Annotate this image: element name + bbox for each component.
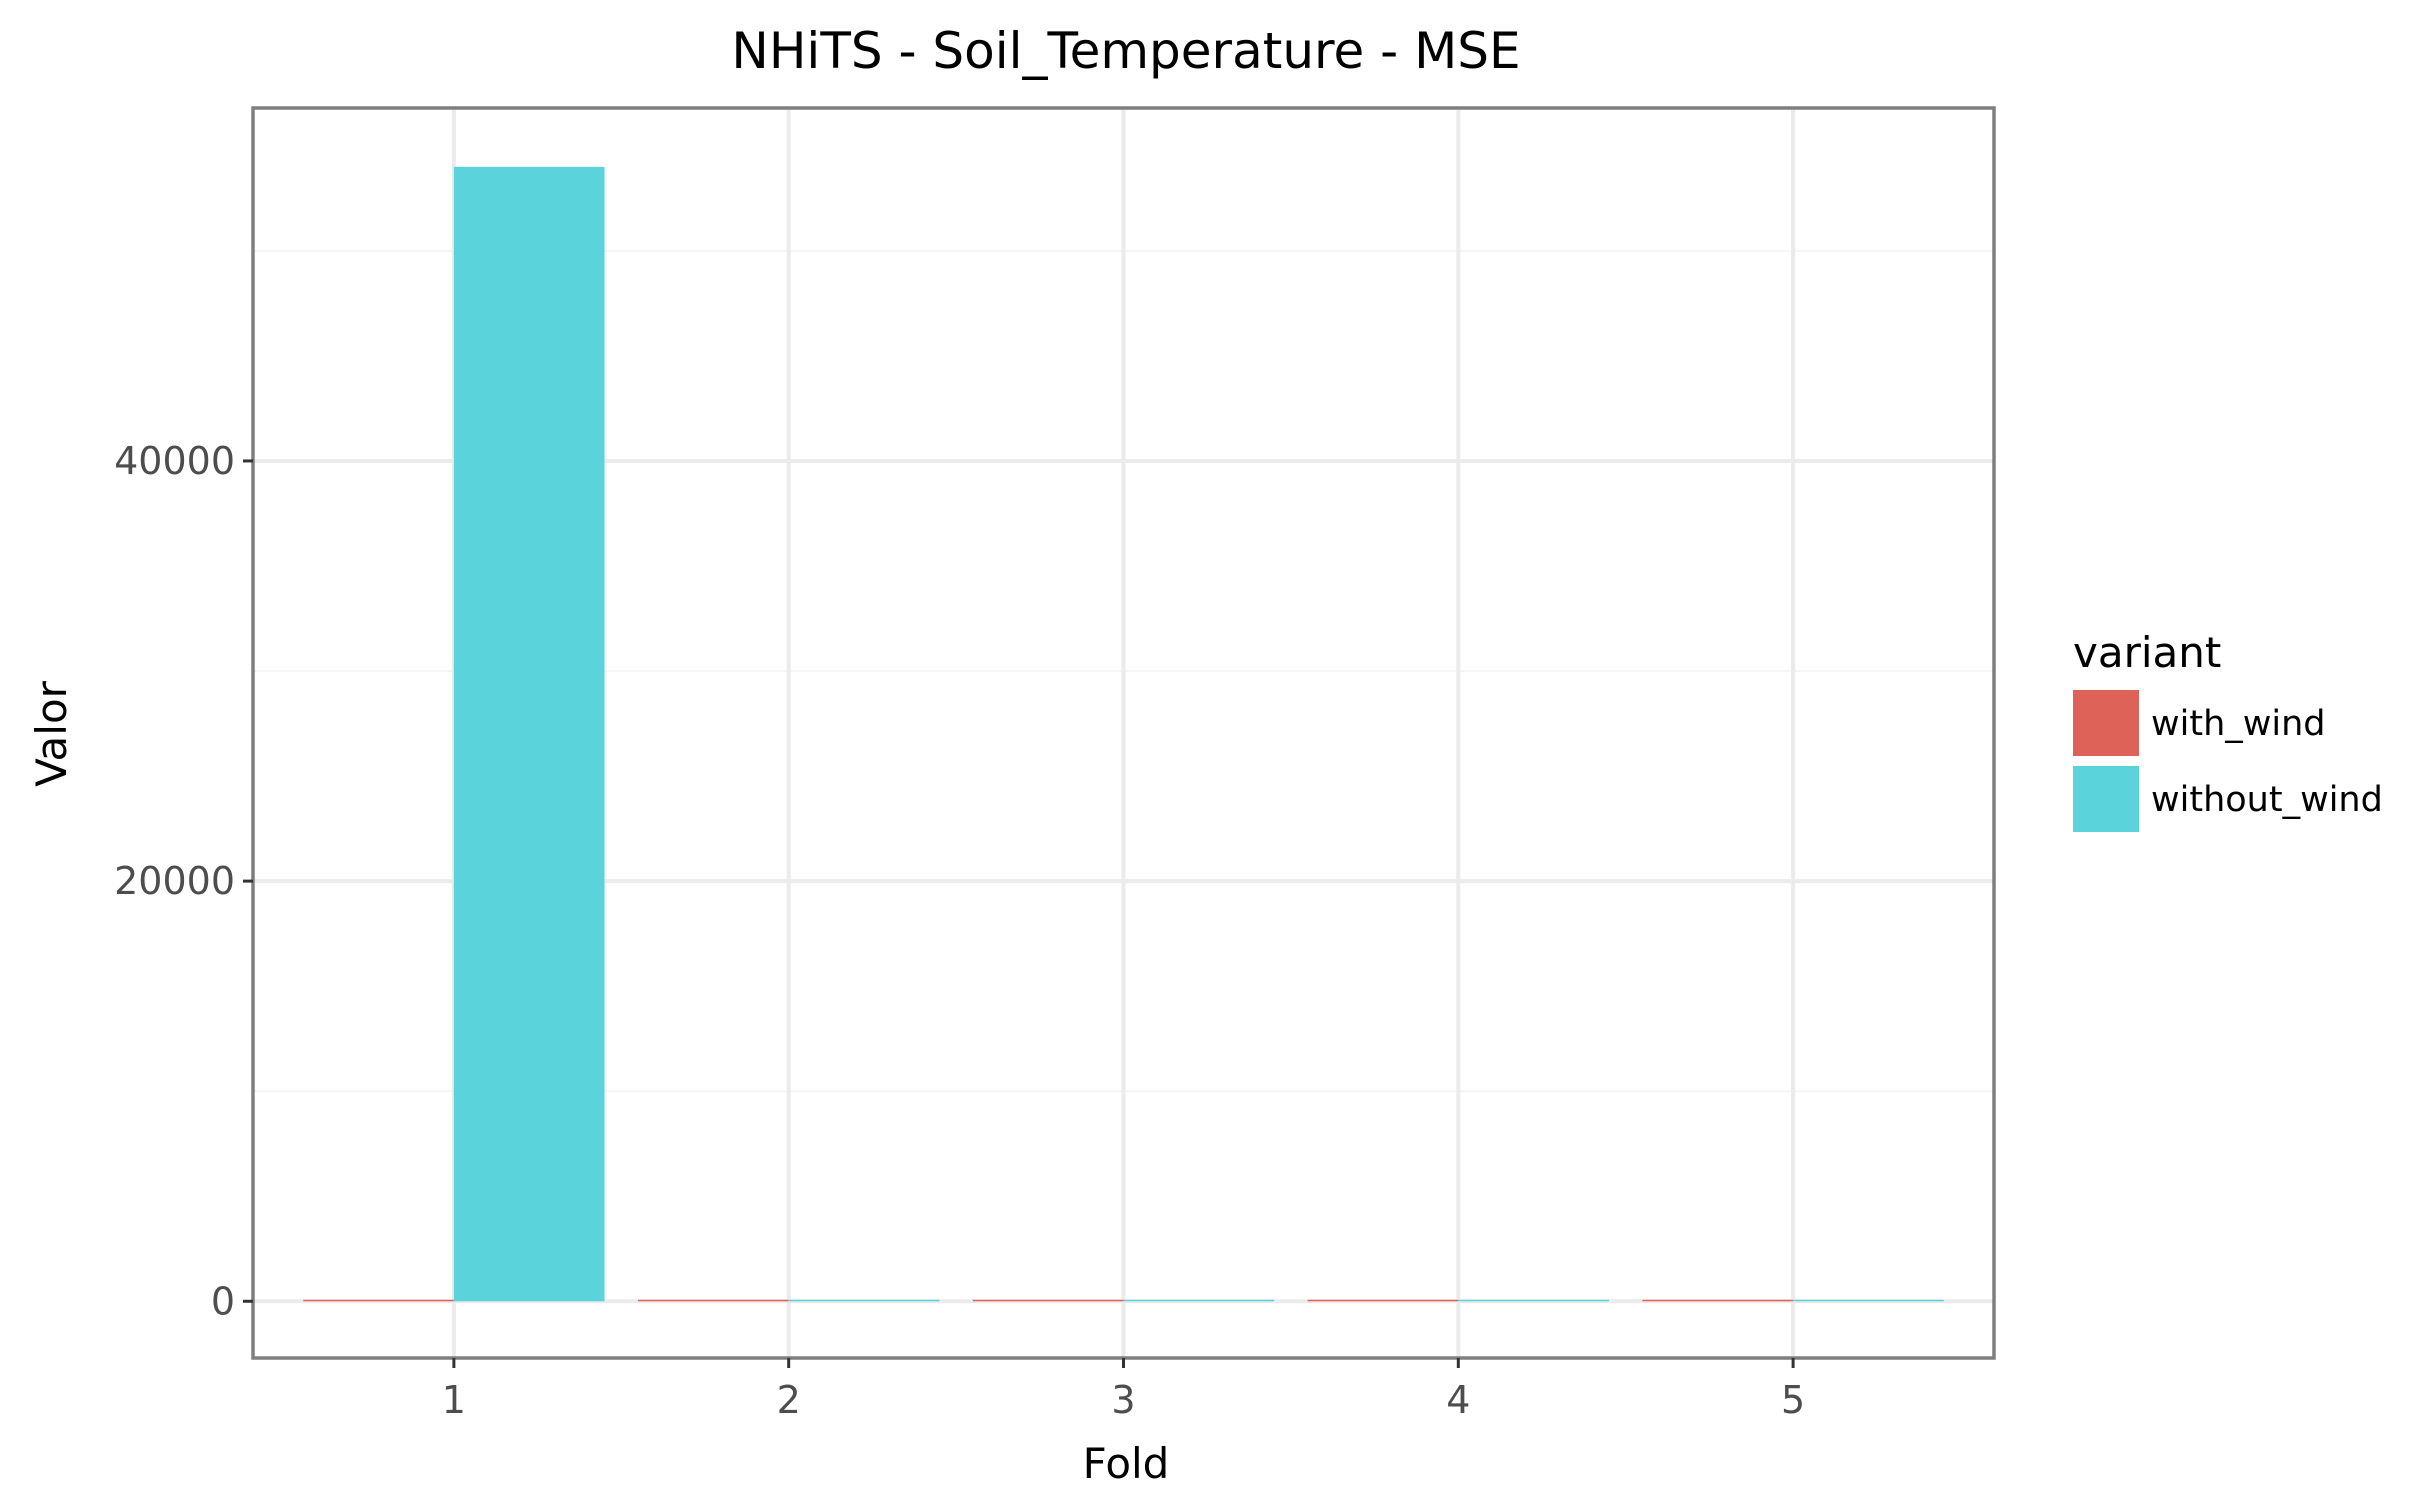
legend-key-with_wind (2073, 690, 2139, 756)
bar-with_wind-fold-3 (972, 1299, 1124, 1302)
x-tick-label: 2 (777, 1378, 801, 1422)
legend: variant with_wind without_wind (2073, 628, 2383, 832)
y-axis-title: Valor (27, 680, 76, 787)
chart-title: NHiTS - Soil_Temperature - MSE (731, 22, 1520, 80)
bar-without_wind-fold-1 (453, 166, 605, 1302)
bar-without_wind-fold-5 (1793, 1299, 1944, 1302)
legend-title: variant (2073, 628, 2221, 677)
legend-label-with_wind: with_wind (2151, 704, 2326, 744)
x-tick-label: 4 (1446, 1378, 1470, 1422)
legend-key-without_wind (2073, 766, 2139, 832)
y-tick-label: 0 (211, 1279, 235, 1323)
plot-area: 0 20000 40000 1 2 3 4 5 (114, 106, 1996, 1422)
bar-with_wind-fold-2 (638, 1299, 789, 1302)
y-tick-label: 20000 (114, 859, 235, 903)
x-tick-label: 5 (1781, 1378, 1805, 1422)
x-axis-title: Fold (1083, 1439, 1170, 1488)
bar-without_wind-fold-2 (788, 1299, 940, 1302)
bar-without_wind-fold-4 (1458, 1299, 1609, 1302)
y-tick-label: 40000 (114, 439, 235, 483)
bar-without_wind-fold-3 (1123, 1299, 1275, 1302)
legend-label-without_wind: without_wind (2151, 780, 2383, 820)
bar-with_wind-fold-5 (1642, 1299, 1794, 1302)
bar-with_wind-fold-1 (303, 1299, 454, 1302)
x-tick-label: 1 (442, 1378, 466, 1422)
x-tick-label: 3 (1111, 1378, 1135, 1422)
bar-with_wind-fold-4 (1307, 1299, 1459, 1302)
